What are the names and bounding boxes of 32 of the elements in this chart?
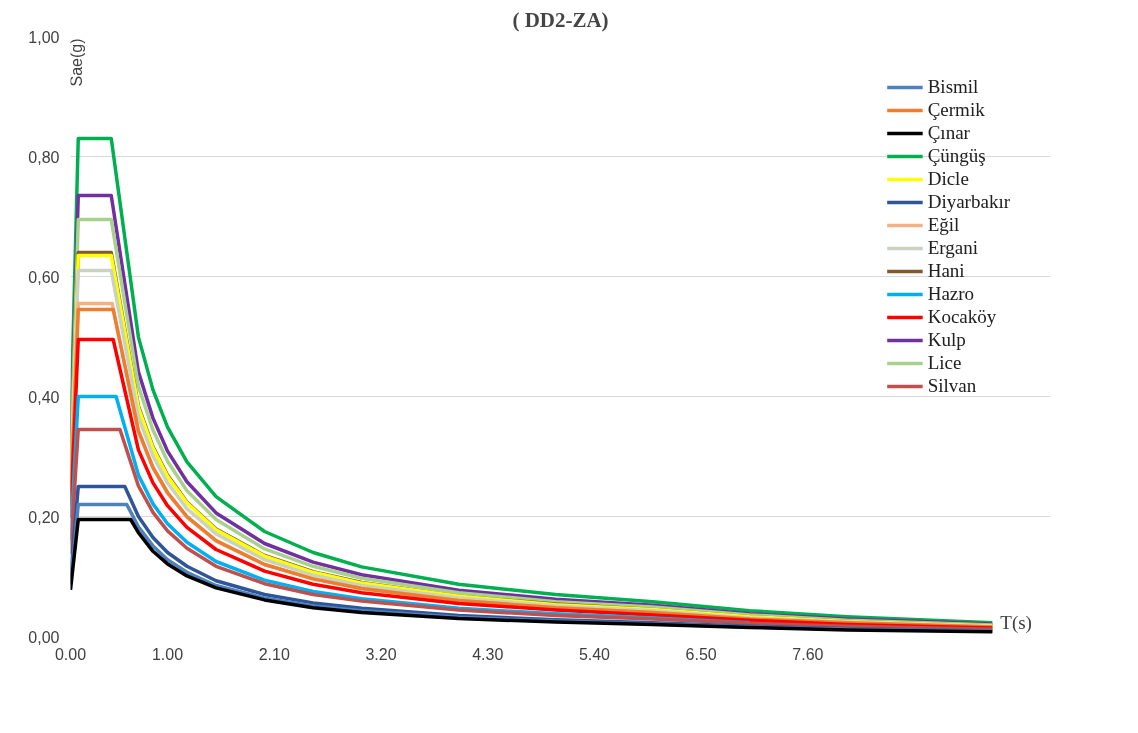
x-tick-label: 6.50 (685, 645, 717, 663)
legend-label: Bismil (927, 76, 979, 98)
legend-label: Hazro (927, 283, 975, 305)
x-tick-label: 2.10 (258, 645, 290, 663)
y-tick-label: 1,00 (28, 28, 60, 46)
y-tick-label: 0,20 (28, 508, 60, 526)
legend-label: Çermik (927, 99, 985, 121)
legend-label: Eğil (927, 214, 960, 236)
chart-title: ( DD2-ZA) (512, 7, 609, 32)
legend-label: Lice (927, 352, 962, 374)
x-axis-title: T(s) (1000, 611, 1032, 634)
legend-label: Hani (927, 260, 965, 282)
x-tick-label: 1.00 (151, 645, 184, 663)
legend-label: Silvan (927, 375, 977, 397)
y-tick-label: 0,00 (28, 628, 60, 646)
legend-label: Dicle (927, 168, 969, 190)
legend-label: Diyarbakır (927, 191, 1010, 213)
x-tick-label: 5.40 (578, 645, 611, 663)
legend-label: Çınar (927, 122, 970, 144)
y-tick-label: 0,60 (28, 268, 60, 286)
legend-label: Kulp (927, 329, 966, 351)
y-tick-label: 0,40 (28, 388, 60, 406)
legend-label: Ergani (927, 237, 978, 259)
legend-label: Çüngüş (927, 145, 986, 167)
y-tick-label: 0,80 (28, 148, 60, 166)
x-tick-label: 4.30 (472, 645, 504, 663)
x-tick-label: 7.60 (792, 645, 824, 663)
x-tick-label: 3.20 (365, 645, 397, 663)
legend-label: Kocaköy (927, 306, 997, 328)
x-tick-label: 0.00 (54, 645, 87, 663)
line-series (70, 427, 995, 632)
y-axis-title: Sae(g) (67, 38, 85, 87)
